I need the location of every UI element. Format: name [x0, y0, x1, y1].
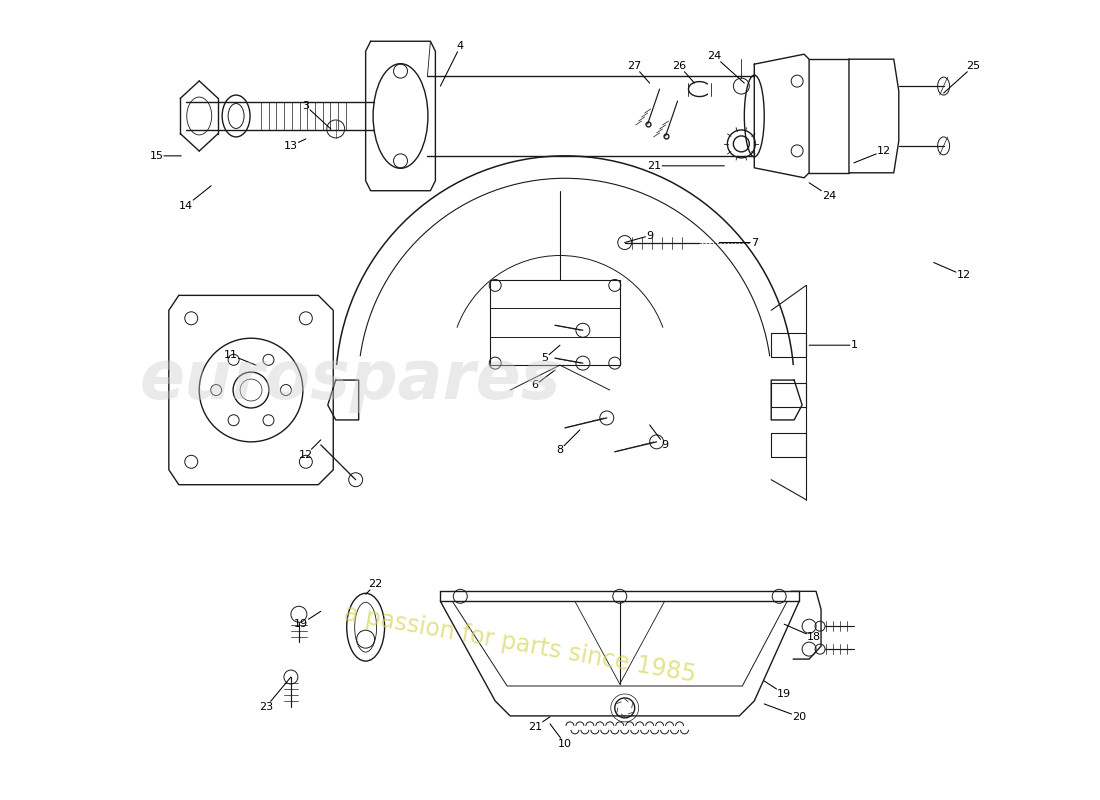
Text: 4: 4: [440, 42, 464, 86]
Text: 24: 24: [810, 182, 836, 201]
Text: 11: 11: [224, 350, 256, 365]
Text: 19: 19: [294, 611, 321, 630]
Text: 9: 9: [625, 230, 653, 242]
Text: 25: 25: [944, 61, 980, 93]
Text: 21: 21: [528, 717, 550, 732]
Text: 9: 9: [650, 425, 668, 450]
Text: 8: 8: [557, 430, 580, 455]
Text: 3: 3: [302, 101, 331, 129]
Text: 18: 18: [784, 624, 821, 642]
Text: 26: 26: [672, 61, 694, 83]
Text: 15: 15: [150, 151, 182, 161]
Text: eurospares: eurospares: [140, 347, 561, 413]
Text: 12: 12: [854, 146, 891, 163]
Text: 7: 7: [719, 238, 758, 247]
Text: 23: 23: [258, 677, 290, 712]
Text: 13: 13: [284, 139, 306, 151]
Text: a passion for parts since 1985: a passion for parts since 1985: [342, 602, 698, 687]
Text: 6: 6: [531, 370, 556, 390]
Text: 21: 21: [648, 161, 725, 171]
Text: 10: 10: [550, 724, 572, 749]
Text: 27: 27: [628, 61, 650, 83]
Text: 24: 24: [707, 51, 745, 83]
Text: 12: 12: [299, 440, 321, 460]
Text: 20: 20: [764, 704, 806, 722]
Text: 12: 12: [934, 262, 970, 281]
Text: 14: 14: [179, 186, 211, 210]
Text: 1: 1: [810, 340, 857, 350]
Text: 22: 22: [365, 579, 383, 594]
Text: 19: 19: [764, 681, 791, 699]
Text: 5: 5: [541, 345, 560, 363]
